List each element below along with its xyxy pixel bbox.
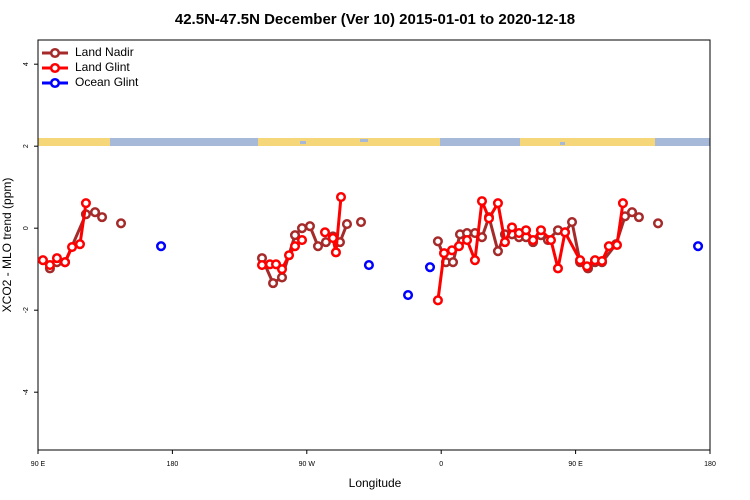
- data-point: [268, 278, 279, 289]
- legend-label: Land Nadir: [75, 45, 134, 59]
- data-point: [59, 257, 71, 268]
- data-point: [633, 212, 644, 223]
- data-point: [453, 241, 465, 252]
- data-point: [312, 241, 324, 252]
- data-point: [492, 198, 503, 209]
- data-point: [256, 260, 268, 271]
- x-tick-label: 180: [704, 461, 716, 468]
- data-point: [37, 255, 48, 266]
- data-point: [289, 230, 301, 241]
- x-tick-label: 90 W: [299, 461, 316, 468]
- series-line: [436, 199, 625, 301]
- data-point: [89, 207, 101, 218]
- data-point: [330, 247, 341, 258]
- data-point: [535, 225, 547, 236]
- data-point: [74, 239, 86, 250]
- data-point: [626, 207, 638, 218]
- data-point: [617, 198, 628, 209]
- x-tick-label: 90 E: [31, 461, 46, 468]
- chart-title: 42.5N-47.5N December (Ver 10) 2015-01-01…: [175, 11, 575, 28]
- data-point: [355, 216, 367, 228]
- data-point: [652, 218, 664, 229]
- data-point: [283, 250, 295, 261]
- land-ocean-strip: [38, 138, 710, 146]
- y-tick-label: 4: [23, 62, 30, 66]
- data-point: [611, 239, 623, 251]
- data-point: [552, 263, 564, 274]
- data-point: [461, 235, 473, 246]
- data-point: [320, 237, 331, 248]
- data-point: [44, 260, 55, 271]
- data-point: [424, 262, 436, 273]
- data-point: [520, 225, 532, 236]
- x-axis-label: Longitude: [349, 476, 402, 490]
- data-point: [319, 227, 331, 238]
- data-point: [575, 255, 586, 266]
- data-point: [581, 261, 592, 272]
- legend-label: Land Glint: [75, 60, 130, 74]
- data-point: [66, 242, 78, 253]
- data-point: [469, 255, 480, 266]
- data-point: [559, 227, 571, 238]
- data-point: [432, 295, 443, 306]
- y-tick-label: -2: [23, 307, 30, 313]
- data-point: [363, 260, 374, 271]
- data-point: [566, 216, 578, 228]
- x-tick-label: 90 E: [568, 461, 583, 468]
- data-point: [603, 241, 614, 252]
- data-point: [492, 246, 503, 257]
- data-point: [483, 213, 495, 224]
- legend-marker: [49, 62, 61, 74]
- data-point: [446, 245, 458, 256]
- data-point: [432, 236, 443, 247]
- data-point: [527, 235, 539, 246]
- y-tick-label: 2: [23, 144, 30, 148]
- data-point: [296, 223, 308, 234]
- data-point: [499, 237, 511, 248]
- data-point: [327, 232, 338, 244]
- data-point: [296, 235, 308, 246]
- data-point: [506, 222, 518, 233]
- data-point: [80, 198, 91, 209]
- legend-label: Ocean Glint: [75, 75, 139, 89]
- data-point: [335, 191, 347, 203]
- x-tick-label: 0: [439, 461, 443, 468]
- legend-marker: [49, 77, 61, 89]
- data-point: [447, 257, 459, 268]
- data-point: [97, 212, 108, 223]
- data-point: [341, 219, 353, 230]
- data-point: [402, 289, 414, 301]
- plot-frame: [37, 39, 711, 451]
- data-point: [304, 221, 315, 232]
- data-point: [270, 259, 282, 270]
- data-point: [545, 235, 557, 246]
- data-point: [156, 241, 167, 252]
- y-axis-label: XCO2 - MLO trend (ppm): [0, 178, 14, 313]
- data-point: [289, 241, 301, 252]
- data-point: [51, 253, 63, 264]
- x-tick-label: 180: [167, 461, 179, 468]
- data-point: [693, 241, 704, 252]
- data-point: [438, 248, 450, 259]
- y-tick-label: 0: [23, 226, 30, 230]
- y-tick-label: -4: [23, 389, 30, 395]
- data-point: [276, 264, 288, 275]
- data-point: [596, 255, 608, 267]
- data-point: [115, 218, 127, 229]
- data-point: [276, 272, 288, 283]
- series-line: [42, 202, 88, 267]
- legend-marker: [49, 47, 61, 59]
- data-point: [476, 196, 488, 207]
